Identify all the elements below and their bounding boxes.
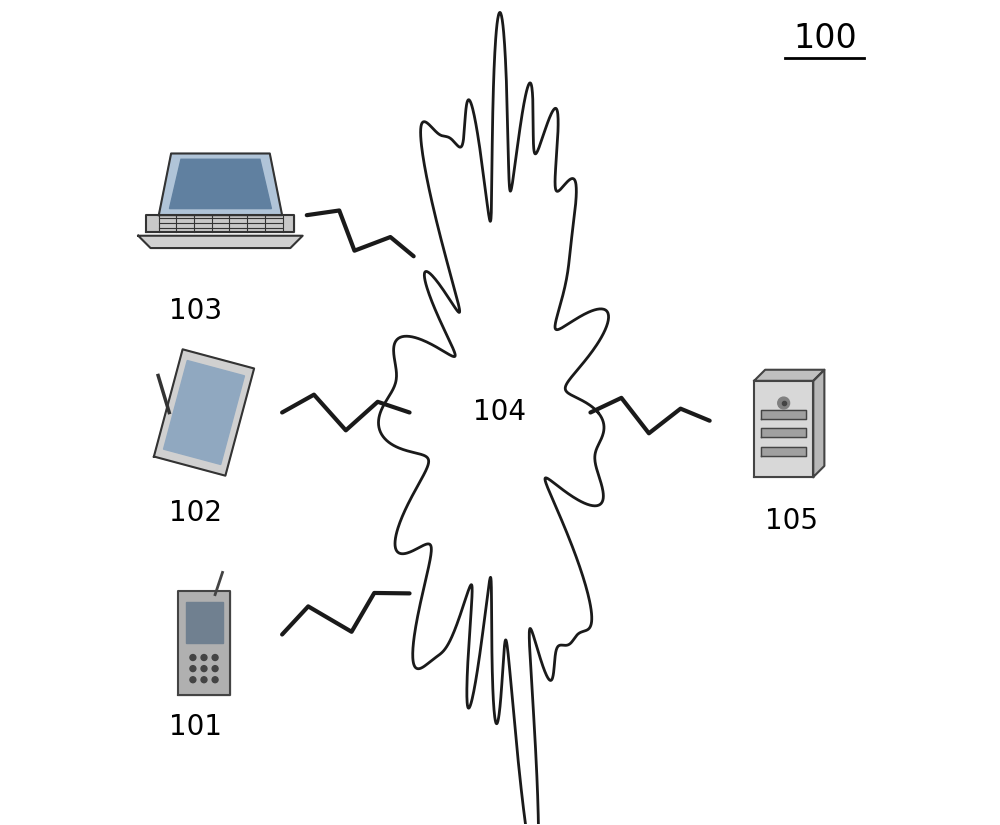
Circle shape [778, 397, 790, 409]
Text: 100: 100 [793, 22, 857, 55]
Polygon shape [159, 153, 282, 215]
Text: 101: 101 [169, 713, 222, 741]
Circle shape [212, 654, 218, 661]
Polygon shape [754, 381, 813, 477]
Circle shape [201, 676, 207, 682]
Polygon shape [813, 370, 824, 477]
Text: 103: 103 [169, 297, 222, 325]
Polygon shape [186, 602, 223, 643]
Circle shape [190, 666, 196, 672]
Circle shape [201, 666, 207, 672]
Text: 105: 105 [765, 507, 818, 535]
Polygon shape [164, 361, 244, 464]
Polygon shape [146, 215, 294, 232]
Circle shape [212, 676, 218, 682]
Circle shape [212, 666, 218, 672]
Circle shape [201, 654, 207, 661]
Polygon shape [754, 370, 824, 381]
Circle shape [190, 654, 196, 661]
Polygon shape [178, 591, 230, 695]
Polygon shape [138, 236, 303, 248]
Polygon shape [761, 446, 806, 455]
Polygon shape [154, 349, 254, 476]
Polygon shape [169, 159, 271, 209]
Polygon shape [761, 410, 806, 418]
Polygon shape [378, 12, 609, 825]
Polygon shape [761, 428, 806, 437]
Text: 104: 104 [474, 398, 526, 427]
Text: 102: 102 [169, 499, 222, 527]
Circle shape [190, 676, 196, 682]
